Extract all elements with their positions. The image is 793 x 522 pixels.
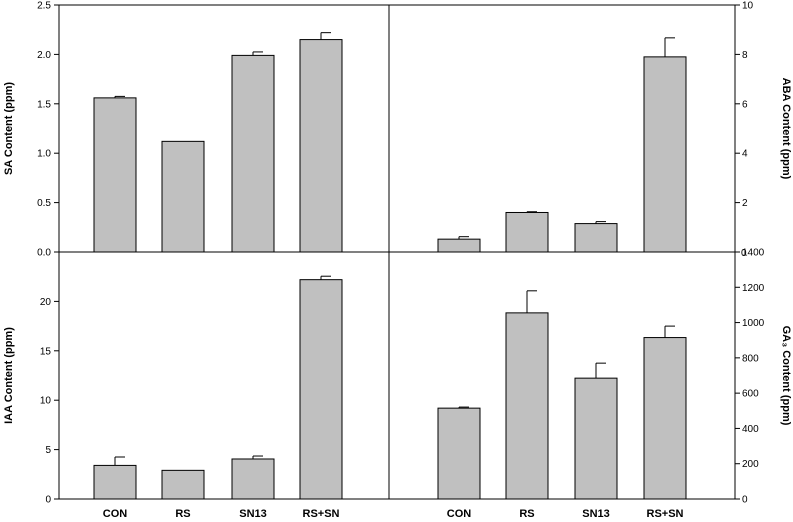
x-category-label: RS (175, 508, 190, 520)
y-tick-label: 1200 (742, 283, 765, 294)
bar-CON (437, 238, 481, 253)
y-tick-label: 4 (742, 149, 748, 160)
bar-SN13 (231, 458, 275, 500)
y-tick-label: 1.5 (37, 99, 51, 110)
y-tick-label: 15 (40, 346, 52, 357)
bar-CON (93, 97, 137, 253)
y-axis-title: SA Content (ppm) (3, 82, 15, 175)
x-category-label: SN13 (582, 508, 610, 520)
y-tick-label: 200 (742, 459, 759, 470)
panel-top-left: 0.0 0.5 1.0 1.5 2.0 2.5 SA Content (ppm) (3, 1, 343, 259)
bar-RS (505, 312, 549, 500)
bar-CON (93, 464, 137, 500)
bar-RS (505, 211, 549, 253)
y-axis-title: IAA Content (ppm) (3, 327, 15, 424)
bar-RS+SN (643, 56, 687, 253)
panel-bottom-left: 0 5 10 15 20 IAA Content (ppm) CON RS SN13 RS+SN (3, 275, 343, 520)
bar-RS (161, 140, 205, 253)
bar-RS (161, 469, 205, 500)
y-tick-label: 2.0 (37, 50, 51, 61)
x-category-label: CON (103, 508, 128, 520)
y-tick-label: 800 (742, 353, 759, 364)
y-tick-label: 2 (742, 198, 748, 209)
bar-RS+SN (299, 39, 343, 253)
y-tick-label: 1400 (742, 248, 765, 259)
x-category-label: RS (519, 508, 534, 520)
y-tick-label: 10 (742, 1, 754, 12)
bar-SN13 (574, 377, 618, 500)
y-tick-label: 400 (742, 424, 759, 435)
y-tick-label: 600 (742, 389, 759, 400)
bar-SN13 (574, 223, 618, 253)
bar-CON (437, 407, 481, 500)
x-category-label: RS+SN (303, 508, 340, 520)
x-category-label: CON (447, 508, 472, 520)
x-category-label: SN13 (239, 508, 267, 520)
panel-top-right: 2 4 6 8 10 ABA Content (ppm) (437, 1, 792, 253)
y-tick-label: 5 (45, 445, 51, 456)
y-tick-label: 0.0 (37, 248, 51, 259)
x-category-label: RS+SN (647, 508, 684, 520)
top-right-zero-tick-label: 0 (741, 248, 747, 259)
y-tick-label: 2.5 (37, 1, 51, 12)
y-axis-title: ABA Content (ppm) (780, 78, 792, 180)
bar-RS+SN (643, 337, 687, 500)
y-tick-label: 1000 (742, 318, 765, 329)
y-tick-label: 1.0 (37, 149, 51, 160)
bar-RS+SN (299, 279, 343, 500)
panel-bottom-right: 0 200 400 600 800 1000 1200 1400 GA₃ Content (pp… (437, 248, 792, 520)
y-tick-label: 20 (40, 297, 52, 308)
y-tick-label: 8 (742, 50, 748, 61)
y-axis-title: GA₃ Content (ppm) (780, 326, 792, 426)
y-tick-label: 0 (742, 495, 748, 506)
y-tick-label: 10 (40, 396, 52, 407)
bar-SN13 (231, 54, 275, 253)
y-tick-label: 6 (742, 99, 748, 110)
y-tick-label: 0 (45, 495, 51, 506)
y-tick-label: 0.5 (37, 198, 51, 209)
